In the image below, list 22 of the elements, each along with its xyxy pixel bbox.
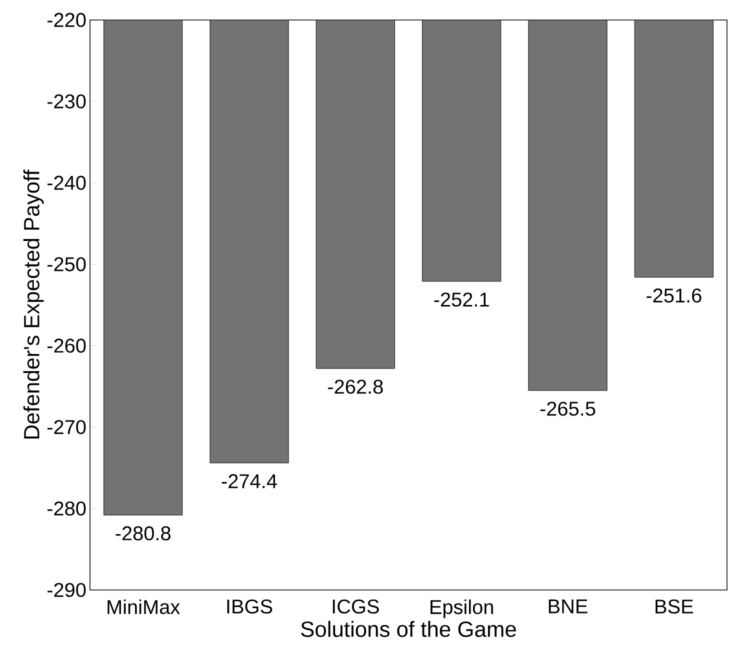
y-tick-label: -270 — [48, 420, 86, 434]
y-tick-label: -260 — [48, 338, 86, 353]
data-label: -280.8 — [116, 526, 170, 540]
x-tick-label: Epsilon — [430, 600, 493, 618]
data-label: -251.6 — [646, 288, 702, 303]
x-tick-label: BNE — [548, 600, 588, 614]
y-tick-label: -230 — [48, 94, 86, 108]
x-tick-label: IBGS — [227, 600, 272, 614]
x-tick-label: MiniMax — [108, 600, 180, 614]
y-tick-label: -250 — [48, 257, 86, 272]
x-tick-label: BSE — [656, 600, 694, 614]
data-label: -262.8 — [328, 380, 383, 394]
y-tick-label: -240 — [48, 176, 86, 190]
x-tick-label: ICGS — [332, 600, 379, 614]
y-tick-label: -290 — [48, 582, 86, 598]
data-label: -274.4 — [222, 474, 277, 488]
data-label: -265.5 — [540, 402, 596, 416]
data-label: -252.1 — [434, 292, 489, 307]
y-axis-title: Defender's Expected Payoff — [23, 170, 44, 438]
y-tick-label: -280 — [48, 502, 86, 516]
y-tick-label: -220 — [48, 12, 86, 28]
x-axis-title: Solutions of the Game — [301, 620, 516, 638]
